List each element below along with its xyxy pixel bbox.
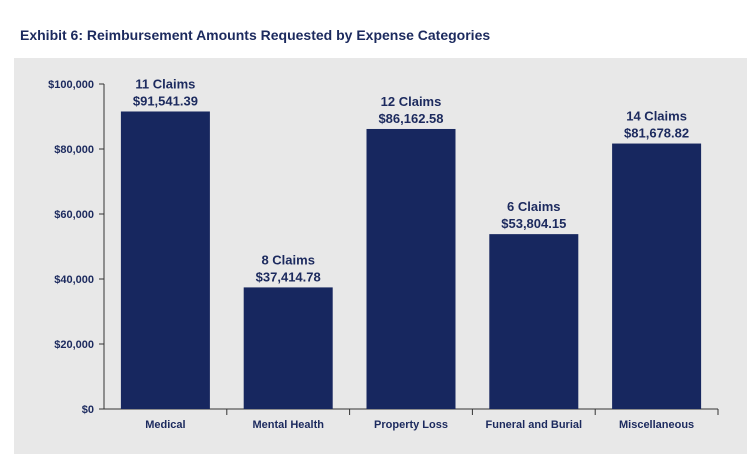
bar (612, 143, 702, 410)
y-tick-label: $0 (82, 404, 94, 416)
bar (489, 234, 579, 409)
bar-claims-label: 11 Claims (135, 76, 195, 91)
y-tick-label: $60,000 (54, 209, 94, 221)
bar-claims-label: 6 Claims (507, 199, 560, 214)
bar-value-label: $86,162.58 (378, 111, 443, 126)
y-tick-label: $20,000 (54, 339, 94, 351)
bar (366, 128, 456, 409)
bar (120, 111, 210, 410)
bar-claims-label: 8 Claims (261, 252, 314, 267)
bar-value-label: $37,414.78 (256, 269, 321, 284)
y-tick-label: $100,000 (48, 79, 94, 91)
x-category-label: Property Loss (374, 419, 448, 431)
bar-value-label: $91,541.39 (133, 93, 198, 108)
x-category-label: Miscellaneous (619, 419, 694, 431)
chart-title: Exhibit 6: Reimbursement Amounts Request… (20, 27, 491, 43)
bar-value-label: $81,678.82 (624, 126, 689, 141)
bar-value-label: $53,804.15 (501, 216, 566, 231)
bar-claims-label: 12 Claims (381, 94, 442, 109)
bar (243, 287, 333, 409)
x-category-label: Funeral and Burial (486, 419, 583, 431)
x-category-label: Medical (145, 419, 185, 431)
x-category-label: Mental Health (252, 419, 324, 431)
y-tick-label: $80,000 (54, 144, 94, 156)
bar-claims-label: 14 Claims (626, 109, 687, 124)
y-tick-label: $40,000 (54, 274, 94, 286)
